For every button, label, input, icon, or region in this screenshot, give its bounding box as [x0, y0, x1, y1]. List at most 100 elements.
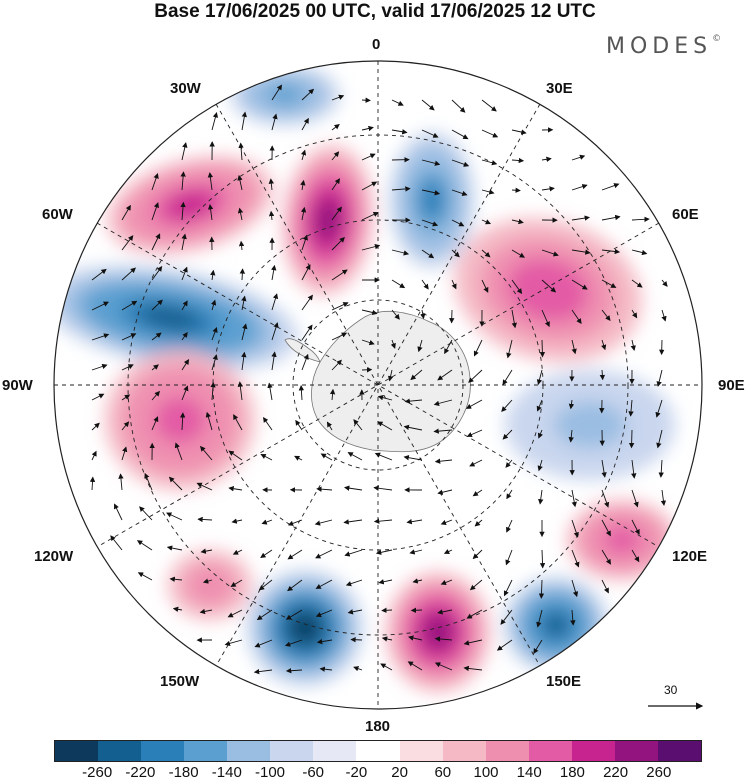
wind-arrow: [469, 579, 483, 591]
wind-arrow: [361, 181, 378, 191]
wind-arrow: [571, 184, 588, 191]
wind-arrow: [271, 351, 277, 371]
wind-arrow: [151, 364, 159, 371]
wind-arrow: [481, 129, 499, 138]
colorbar-swatch: [485, 741, 529, 761]
wind-arrow: [433, 428, 453, 434]
anomaly-low-75W: [54, 265, 299, 371]
colorbar-tick-label: -260: [82, 764, 113, 781]
colorbar-tick-label: -140: [211, 764, 242, 781]
lon-label-120e: 120E: [672, 548, 708, 565]
wind-arrow: [440, 579, 453, 586]
wind-arrow: [271, 293, 279, 311]
colorbar-swatch: [313, 741, 357, 761]
wind-arrow: [377, 395, 393, 401]
wind-arrow: [601, 579, 609, 594]
lon-label-180: 180: [365, 718, 391, 735]
wind-arrow: [511, 309, 517, 329]
wind-arrow: [228, 450, 243, 461]
wind-arrow: [511, 157, 525, 164]
wind-arrow: [373, 518, 393, 524]
colorbar-tick-label: 220: [603, 764, 629, 781]
antarctic-peninsula: [284, 338, 321, 363]
wind-arrow: [541, 279, 557, 293]
wind-arrow: [284, 639, 303, 647]
wind-arrow: [571, 154, 586, 161]
map-title: Base 17/06/2025 00 UTC, valid 17/06/2025…: [154, 1, 596, 22]
colorbar-swatch: [442, 741, 486, 761]
wind-arrow: [347, 452, 363, 461]
wind-arrow: [631, 489, 639, 508]
wind-arrow: [631, 549, 640, 563]
wind-arrow: [331, 94, 345, 101]
wind-arrow: [451, 189, 468, 197]
lon-label-30w: 30W: [170, 80, 201, 97]
wind-arrow: [211, 112, 219, 131]
wind-arrow: [254, 639, 273, 648]
colorbar-tick-label: -180: [168, 764, 199, 781]
wind-arrow: [137, 572, 153, 581]
wind-arrow: [541, 249, 559, 257]
anomaly-low-30W: [230, 65, 340, 125]
wind-arrow: [320, 453, 333, 461]
wind-arrow: [451, 249, 460, 258]
wind-arrow: [151, 233, 161, 251]
wind-arrow: [121, 364, 134, 371]
wind-arrow: [501, 399, 513, 412]
colorbar-ticks: -260 -220 -180 -140 -100 -60 -20 20 60 100 140 180 2…: [0, 764, 750, 783]
wind-arrow: [628, 399, 634, 417]
colorbar-swatch: [141, 741, 185, 761]
wind-arrow: [409, 549, 423, 555]
wind-arrow: [353, 419, 363, 431]
wind-arrow: [200, 445, 213, 461]
wind-arrow: [661, 279, 668, 287]
wind-arrow: [237, 174, 243, 191]
wind-arrow: [656, 369, 663, 387]
wind-arrow: [406, 519, 423, 525]
wind-arrow: [361, 97, 371, 103]
wind-arrow: [541, 309, 550, 328]
wind-arrow: [361, 125, 374, 132]
wind-arrow: [262, 416, 273, 431]
colorbar-swatch: [399, 741, 443, 761]
wind-arrow: [541, 156, 552, 162]
anomaly-high-175E: [386, 572, 490, 692]
wind-arrow: [301, 88, 315, 101]
wind-arrow: [91, 363, 108, 371]
wind-arrow: [481, 159, 498, 166]
wind-arrow: [511, 129, 527, 135]
wind-arrow: [294, 455, 303, 461]
wind-arrow: [260, 453, 273, 461]
wind-arrow: [113, 503, 123, 521]
wind-arrow: [295, 419, 303, 431]
wind-arrow: [287, 549, 303, 560]
wind-arrow: [631, 249, 648, 256]
wind-arrow: [179, 412, 186, 431]
wind-arrow: [91, 333, 110, 341]
wind-arrow: [511, 187, 521, 193]
wind-arrow: [300, 179, 306, 191]
wind-arrow: [202, 578, 213, 584]
wind-arrow: [353, 666, 363, 672]
wind-arrow: [227, 609, 243, 618]
wind-arrow: [375, 549, 393, 555]
wind-arrow: [315, 579, 333, 589]
wind-arrow: [121, 394, 131, 401]
colorbar-tick-label: 100: [473, 764, 499, 781]
wind-arrow: [421, 159, 441, 166]
colorbar-swatch: [270, 741, 314, 761]
wind-arrow: [121, 421, 130, 431]
wind-arrow: [241, 323, 248, 341]
wind-arrow: [421, 249, 435, 259]
wind-arrow: [345, 579, 363, 587]
wind-arrow: [361, 309, 378, 316]
wind-arrow: [421, 129, 439, 138]
wind-arrow: [136, 540, 153, 551]
colorbar-swatch: [227, 741, 271, 761]
wind-arrow: [506, 519, 513, 533]
wind-arrow: [568, 429, 574, 443]
wind-arrow: [628, 429, 635, 449]
wind-arrow: [410, 607, 423, 613]
wind-arrow: [391, 129, 408, 135]
wind-arrow: [511, 249, 525, 258]
